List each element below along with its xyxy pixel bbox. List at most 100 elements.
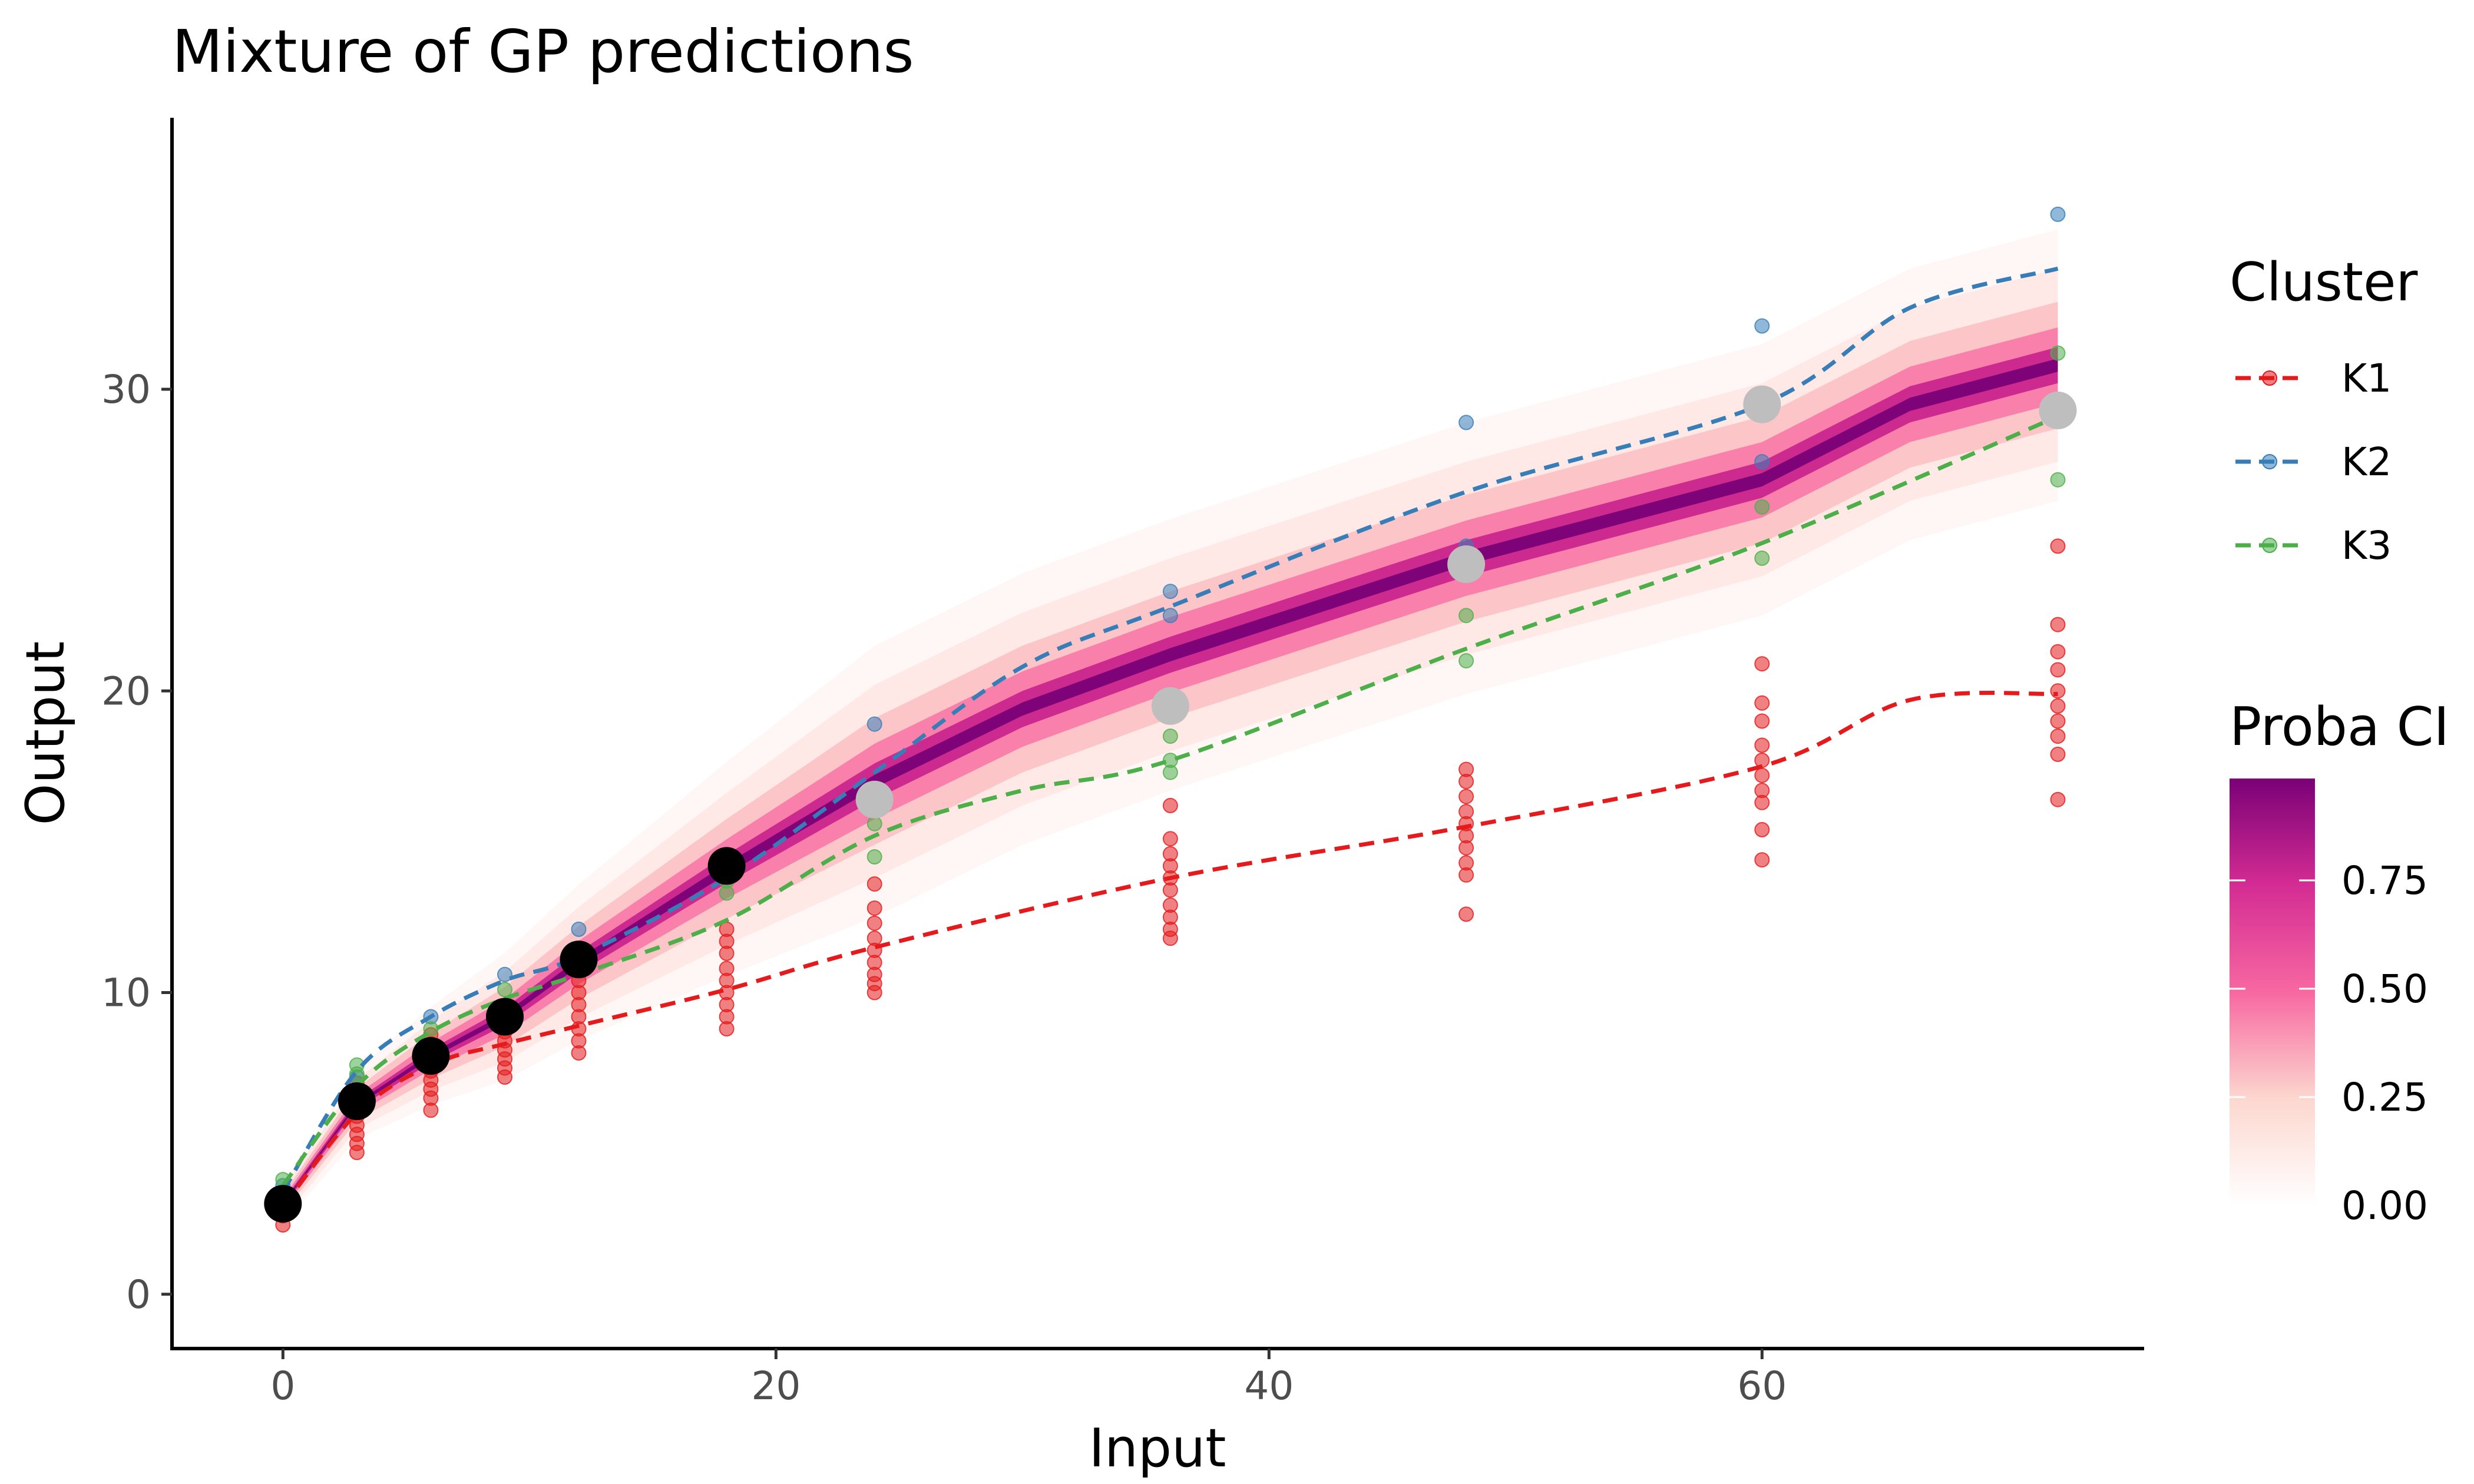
point-k2 <box>497 966 512 982</box>
x-tick-label: 40 <box>1244 1363 1294 1409</box>
point-k1 <box>1754 656 1770 672</box>
plot-area <box>264 206 2077 1233</box>
observed-point <box>707 847 746 885</box>
legend: Cluster K1 K2 K3 Proba CI 0.75 0.50 0.25 0.00 <box>2230 251 2449 1228</box>
proba-legend-ticks: 0.75 0.50 0.25 0.00 <box>2230 858 2428 1228</box>
axes: 0 20 40 60 0 10 20 30 <box>101 118 2144 1409</box>
observed-point <box>264 1185 302 1223</box>
line-k1 <box>281 691 2058 1208</box>
point-k3 <box>1458 653 1474 669</box>
point-k3 <box>2050 472 2066 488</box>
point-k1 <box>2050 662 2066 678</box>
colorbar-tick-label: 0.25 <box>2341 1075 2428 1120</box>
point-k1 <box>1162 797 1178 813</box>
probability-band <box>283 229 2058 1224</box>
legend-label-k1: K1 <box>2341 356 2392 401</box>
point-k1 <box>1162 831 1178 847</box>
point-k1 <box>2050 713 2066 729</box>
point-k1 <box>2050 698 2066 714</box>
point-k1 <box>1458 906 1474 922</box>
target-point <box>855 780 894 819</box>
target-point <box>1447 545 1486 584</box>
y-ticks: 0 10 20 30 <box>101 367 172 1317</box>
point-k1 <box>1458 804 1474 820</box>
line-k3 <box>281 414 2059 1187</box>
point-k1 <box>2050 746 2066 762</box>
x-tick-label: 20 <box>751 1363 801 1409</box>
highlighted-points <box>264 385 2077 1223</box>
cluster-legend-title: Cluster <box>2230 251 2417 313</box>
point-k1 <box>2050 728 2066 744</box>
point-k1 <box>1754 695 1770 711</box>
point-k1 <box>1754 767 1770 783</box>
cluster-legend-items: K1 K2 K3 <box>2235 356 2392 568</box>
point-k1 <box>1754 852 1770 868</box>
point-k2 <box>571 922 587 937</box>
point-k2 <box>1754 318 1770 334</box>
y-tick-label: 0 <box>126 1272 151 1317</box>
y-axis-title: Output <box>15 641 77 826</box>
point-k1 <box>719 960 735 976</box>
observed-point <box>338 1082 376 1120</box>
point-k2 <box>1162 584 1178 599</box>
x-tick-label: 0 <box>270 1363 295 1409</box>
point-k1 <box>1458 761 1474 777</box>
point-k1 <box>2050 617 2066 632</box>
point-k3 <box>1162 753 1178 768</box>
point-k3 <box>866 816 882 832</box>
x-axis-title: Input <box>1089 1417 1226 1479</box>
legend-point-k3 <box>2262 538 2277 553</box>
chart-title: Mixture of GP predictions <box>172 17 914 86</box>
point-k3 <box>1754 499 1770 515</box>
point-k2 <box>1754 454 1770 469</box>
point-k3 <box>1458 608 1474 624</box>
target-point <box>1743 385 1781 423</box>
point-k3 <box>2050 345 2066 361</box>
point-k1 <box>866 930 882 946</box>
point-k1 <box>2050 538 2066 554</box>
y-tick-label: 10 <box>101 970 151 1016</box>
point-k2 <box>2050 206 2066 222</box>
point-k2 <box>1162 608 1178 624</box>
x-ticks: 0 20 40 60 <box>270 1349 1787 1409</box>
point-k1 <box>866 915 882 931</box>
x-tick-label: 60 <box>1737 1363 1787 1409</box>
point-k1 <box>2050 791 2066 807</box>
point-k3 <box>1162 728 1178 744</box>
legend-point-k1 <box>2262 370 2277 386</box>
point-k1 <box>1754 822 1770 837</box>
colorbar-tick-label: 0.00 <box>2341 1183 2428 1228</box>
point-k1 <box>1754 737 1770 753</box>
point-k1 <box>1162 897 1178 913</box>
point-k1 <box>1162 846 1178 862</box>
point-k1 <box>2050 644 2066 660</box>
proba-colorbar <box>2230 779 2315 1205</box>
point-k1 <box>1754 783 1770 799</box>
y-tick-label: 20 <box>101 668 151 714</box>
observed-point <box>486 998 524 1036</box>
colorbar-tick-label: 0.50 <box>2341 966 2428 1012</box>
point-k1 <box>1754 713 1770 729</box>
ci-band-layer-4 <box>283 327 2058 1210</box>
proba-legend-title: Proba CI <box>2230 696 2449 758</box>
point-k2 <box>866 716 882 732</box>
ci-band-layer-5 <box>283 347 2058 1207</box>
point-k1 <box>866 876 882 892</box>
legend-label-k3: K3 <box>2341 523 2392 568</box>
legend-point-k2 <box>2262 454 2277 469</box>
point-k1 <box>866 900 882 916</box>
target-point <box>2039 391 2077 429</box>
observed-point <box>412 1037 450 1075</box>
target-point <box>1151 687 1189 725</box>
colorbar-tick-label: 0.75 <box>2341 858 2428 903</box>
point-k2 <box>1458 415 1474 430</box>
legend-label-k2: K2 <box>2341 439 2392 485</box>
point-k1 <box>1458 789 1474 804</box>
y-tick-label: 30 <box>101 367 151 412</box>
observed-point <box>560 940 598 979</box>
point-k3 <box>866 849 882 864</box>
point-k1 <box>1458 855 1474 871</box>
point-k3 <box>1754 550 1770 566</box>
